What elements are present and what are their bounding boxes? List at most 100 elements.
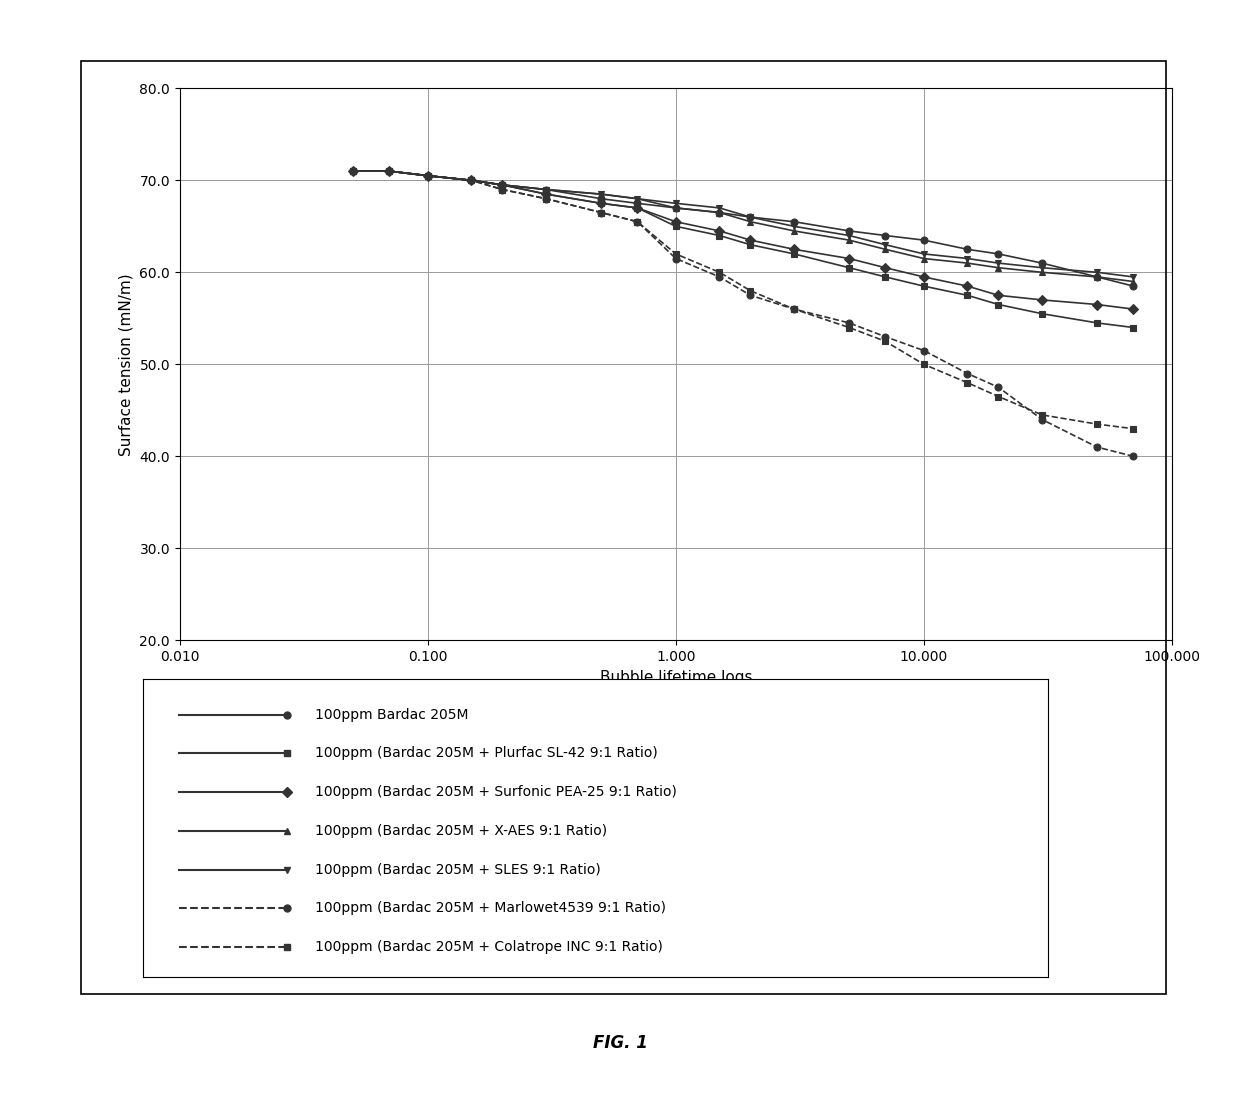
100ppm (Bardac 205M + SLES 9:1 Ratio) bbox=[1090, 266, 1105, 279]
100ppm Bardac 205M bbox=[495, 179, 510, 192]
100ppm (Bardac 205M + Plurfac SL-42 9:1 Ratio) bbox=[786, 247, 801, 261]
Line: 100ppm (Bardac 205M + Plurfac SL-42 9:1 Ratio): 100ppm (Bardac 205M + Plurfac SL-42 9:1 … bbox=[350, 168, 1137, 331]
100ppm (Bardac 205M + Marlowet4539 9:1 Ratio) bbox=[495, 183, 510, 197]
100ppm (Bardac 205M + Plurfac SL-42 9:1 Ratio) bbox=[420, 169, 435, 182]
100ppm (Bardac 205M + Marlowet4539 9:1 Ratio) bbox=[842, 317, 857, 330]
Text: 100ppm (Bardac 205M + Colatrope INC 9:1 Ratio): 100ppm (Bardac 205M + Colatrope INC 9:1 … bbox=[315, 941, 662, 954]
100ppm (Bardac 205M + Surfonic PEA-25 9:1 Ratio) bbox=[538, 188, 553, 201]
100ppm (Bardac 205M + SLES 9:1 Ratio) bbox=[382, 164, 397, 178]
100ppm (Bardac 205M + Surfonic PEA-25 9:1 Ratio) bbox=[382, 164, 397, 178]
100ppm (Bardac 205M + Surfonic PEA-25 9:1 Ratio) bbox=[464, 173, 479, 187]
100ppm (Bardac 205M + SLES 9:1 Ratio) bbox=[1126, 270, 1141, 284]
100ppm (Bardac 205M + Surfonic PEA-25 9:1 Ratio) bbox=[1090, 298, 1105, 311]
100ppm Bardac 205M bbox=[420, 169, 435, 182]
100ppm (Bardac 205M + Surfonic PEA-25 9:1 Ratio) bbox=[1126, 302, 1141, 316]
Line: 100ppm (Bardac 205M + X-AES 9:1 Ratio): 100ppm (Bardac 205M + X-AES 9:1 Ratio) bbox=[350, 168, 1137, 285]
Text: 100ppm (Bardac 205M + Plurfac SL-42 9:1 Ratio): 100ppm (Bardac 205M + Plurfac SL-42 9:1 … bbox=[315, 746, 657, 761]
100ppm Bardac 205M bbox=[743, 211, 758, 224]
100ppm (Bardac 205M + Surfonic PEA-25 9:1 Ratio) bbox=[991, 288, 1006, 301]
100ppm (Bardac 205M + Colatrope INC 9:1 Ratio) bbox=[594, 205, 609, 219]
100ppm (Bardac 205M + SLES 9:1 Ratio) bbox=[1034, 262, 1049, 275]
100ppm Bardac 205M bbox=[960, 243, 975, 256]
100ppm Bardac 205M bbox=[712, 205, 727, 219]
100ppm Bardac 205M bbox=[464, 173, 479, 187]
100ppm (Bardac 205M + SLES 9:1 Ratio) bbox=[346, 164, 361, 178]
100ppm (Bardac 205M + X-AES 9:1 Ratio) bbox=[786, 224, 801, 237]
100ppm Bardac 205M bbox=[786, 215, 801, 229]
100ppm (Bardac 205M + Surfonic PEA-25 9:1 Ratio) bbox=[594, 197, 609, 210]
100ppm (Bardac 205M + Plurfac SL-42 9:1 Ratio) bbox=[668, 220, 683, 233]
Text: 100ppm (Bardac 205M + Surfonic PEA-25 9:1 Ratio): 100ppm (Bardac 205M + Surfonic PEA-25 9:… bbox=[315, 785, 677, 799]
Line: 100ppm Bardac 205M: 100ppm Bardac 205M bbox=[350, 168, 1137, 289]
100ppm (Bardac 205M + Surfonic PEA-25 9:1 Ratio) bbox=[668, 215, 683, 229]
100ppm (Bardac 205M + SLES 9:1 Ratio) bbox=[464, 173, 479, 187]
100ppm (Bardac 205M + Colatrope INC 9:1 Ratio) bbox=[991, 390, 1006, 403]
100ppm (Bardac 205M + Plurfac SL-42 9:1 Ratio) bbox=[630, 201, 645, 214]
Text: 100ppm (Bardac 205M + SLES 9:1 Ratio): 100ppm (Bardac 205M + SLES 9:1 Ratio) bbox=[315, 862, 600, 877]
100ppm Bardac 205M bbox=[630, 197, 645, 210]
100ppm Bardac 205M bbox=[668, 201, 683, 214]
100ppm (Bardac 205M + Colatrope INC 9:1 Ratio) bbox=[538, 192, 553, 205]
100ppm (Bardac 205M + Colatrope INC 9:1 Ratio) bbox=[743, 284, 758, 297]
100ppm Bardac 205M bbox=[991, 247, 1006, 261]
100ppm (Bardac 205M + Colatrope INC 9:1 Ratio) bbox=[842, 321, 857, 335]
100ppm (Bardac 205M + X-AES 9:1 Ratio) bbox=[668, 201, 683, 214]
100ppm (Bardac 205M + SLES 9:1 Ratio) bbox=[538, 183, 553, 197]
100ppm (Bardac 205M + Colatrope INC 9:1 Ratio) bbox=[382, 164, 397, 178]
Line: 100ppm (Bardac 205M + Surfonic PEA-25 9:1 Ratio): 100ppm (Bardac 205M + Surfonic PEA-25 9:… bbox=[350, 168, 1137, 312]
100ppm (Bardac 205M + SLES 9:1 Ratio) bbox=[842, 229, 857, 242]
100ppm (Bardac 205M + X-AES 9:1 Ratio) bbox=[878, 243, 893, 256]
100ppm (Bardac 205M + Plurfac SL-42 9:1 Ratio) bbox=[1090, 317, 1105, 330]
100ppm Bardac 205M bbox=[878, 229, 893, 242]
100ppm (Bardac 205M + Colatrope INC 9:1 Ratio) bbox=[464, 173, 479, 187]
100ppm (Bardac 205M + Plurfac SL-42 9:1 Ratio) bbox=[1034, 307, 1049, 320]
100ppm (Bardac 205M + Marlowet4539 9:1 Ratio) bbox=[382, 164, 397, 178]
100ppm (Bardac 205M + Surfonic PEA-25 9:1 Ratio) bbox=[630, 201, 645, 214]
100ppm (Bardac 205M + Surfonic PEA-25 9:1 Ratio) bbox=[960, 279, 975, 293]
100ppm (Bardac 205M + Colatrope INC 9:1 Ratio) bbox=[1126, 422, 1141, 435]
100ppm (Bardac 205M + X-AES 9:1 Ratio) bbox=[630, 192, 645, 205]
100ppm (Bardac 205M + Marlowet4539 9:1 Ratio) bbox=[668, 252, 683, 265]
100ppm (Bardac 205M + SLES 9:1 Ratio) bbox=[712, 201, 727, 214]
100ppm (Bardac 205M + Plurfac SL-42 9:1 Ratio) bbox=[991, 298, 1006, 311]
100ppm (Bardac 205M + SLES 9:1 Ratio) bbox=[916, 247, 931, 261]
100ppm Bardac 205M bbox=[346, 164, 361, 178]
X-axis label: Bubble lifetime logs: Bubble lifetime logs bbox=[600, 670, 751, 684]
100ppm (Bardac 205M + Colatrope INC 9:1 Ratio) bbox=[712, 266, 727, 279]
100ppm (Bardac 205M + Marlowet4539 9:1 Ratio) bbox=[1034, 413, 1049, 426]
100ppm (Bardac 205M + Plurfac SL-42 9:1 Ratio) bbox=[538, 188, 553, 201]
100ppm (Bardac 205M + Plurfac SL-42 9:1 Ratio) bbox=[1126, 321, 1141, 335]
100ppm (Bardac 205M + Plurfac SL-42 9:1 Ratio) bbox=[960, 288, 975, 301]
100ppm (Bardac 205M + SLES 9:1 Ratio) bbox=[878, 238, 893, 252]
Line: 100ppm (Bardac 205M + Colatrope INC 9:1 Ratio): 100ppm (Bardac 205M + Colatrope INC 9:1 … bbox=[350, 168, 1137, 432]
100ppm (Bardac 205M + Plurfac SL-42 9:1 Ratio) bbox=[382, 164, 397, 178]
Y-axis label: Surface tension (mN/m): Surface tension (mN/m) bbox=[119, 273, 134, 456]
Text: FIG. 1: FIG. 1 bbox=[593, 1034, 647, 1052]
100ppm (Bardac 205M + Marlowet4539 9:1 Ratio) bbox=[1090, 440, 1105, 454]
100ppm (Bardac 205M + SLES 9:1 Ratio) bbox=[420, 169, 435, 182]
100ppm (Bardac 205M + Plurfac SL-42 9:1 Ratio) bbox=[916, 279, 931, 293]
100ppm (Bardac 205M + Colatrope INC 9:1 Ratio) bbox=[1090, 417, 1105, 431]
100ppm (Bardac 205M + Marlowet4539 9:1 Ratio) bbox=[630, 215, 645, 229]
100ppm (Bardac 205M + Plurfac SL-42 9:1 Ratio) bbox=[495, 179, 510, 192]
100ppm (Bardac 205M + Plurfac SL-42 9:1 Ratio) bbox=[464, 173, 479, 187]
Line: 100ppm (Bardac 205M + SLES 9:1 Ratio): 100ppm (Bardac 205M + SLES 9:1 Ratio) bbox=[350, 168, 1137, 280]
100ppm (Bardac 205M + X-AES 9:1 Ratio) bbox=[495, 179, 510, 192]
100ppm (Bardac 205M + Colatrope INC 9:1 Ratio) bbox=[916, 358, 931, 371]
100ppm Bardac 205M bbox=[538, 183, 553, 197]
100ppm (Bardac 205M + Colatrope INC 9:1 Ratio) bbox=[668, 247, 683, 261]
100ppm (Bardac 205M + Marlowet4539 9:1 Ratio) bbox=[916, 344, 931, 358]
Text: 100ppm (Bardac 205M + Marlowet4539 9:1 Ratio): 100ppm (Bardac 205M + Marlowet4539 9:1 R… bbox=[315, 902, 666, 915]
Line: 100ppm (Bardac 205M + Marlowet4539 9:1 Ratio): 100ppm (Bardac 205M + Marlowet4539 9:1 R… bbox=[350, 168, 1137, 459]
100ppm (Bardac 205M + Colatrope INC 9:1 Ratio) bbox=[1034, 408, 1049, 422]
100ppm (Bardac 205M + Surfonic PEA-25 9:1 Ratio) bbox=[712, 224, 727, 237]
100ppm (Bardac 205M + X-AES 9:1 Ratio) bbox=[382, 164, 397, 178]
100ppm (Bardac 205M + Surfonic PEA-25 9:1 Ratio) bbox=[916, 270, 931, 284]
Text: 100ppm (Bardac 205M + X-AES 9:1 Ratio): 100ppm (Bardac 205M + X-AES 9:1 Ratio) bbox=[315, 824, 606, 838]
100ppm (Bardac 205M + SLES 9:1 Ratio) bbox=[991, 256, 1006, 269]
100ppm (Bardac 205M + X-AES 9:1 Ratio) bbox=[712, 205, 727, 219]
100ppm (Bardac 205M + Plurfac SL-42 9:1 Ratio) bbox=[594, 197, 609, 210]
100ppm (Bardac 205M + Marlowet4539 9:1 Ratio) bbox=[786, 302, 801, 316]
100ppm (Bardac 205M + X-AES 9:1 Ratio) bbox=[916, 252, 931, 265]
100ppm (Bardac 205M + Colatrope INC 9:1 Ratio) bbox=[420, 169, 435, 182]
